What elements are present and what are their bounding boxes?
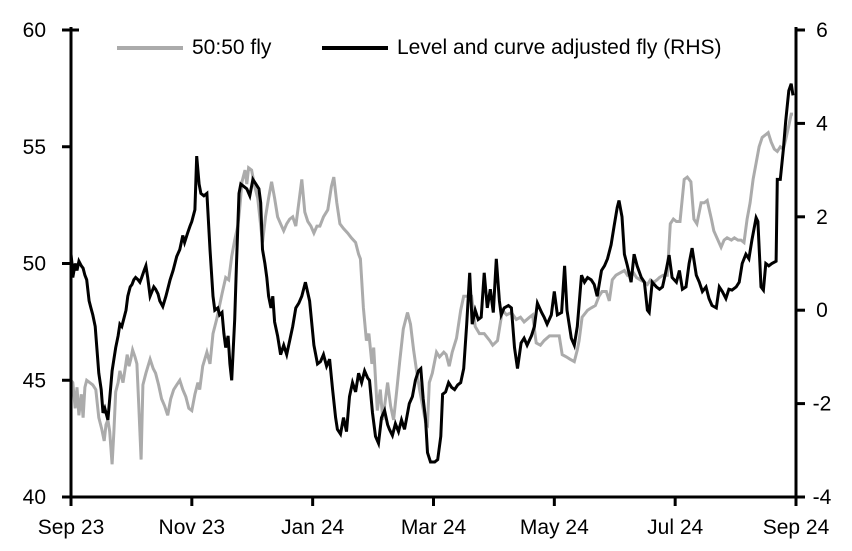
y-left-tick-label: 45 (23, 369, 46, 392)
y-left-tick-label: 40 (23, 486, 46, 509)
y-left-tick-label: 60 (23, 19, 46, 42)
series-line-5050-fly (69, 112, 793, 465)
y-left-tick-label: 55 (23, 136, 46, 159)
x-axis-tick-label: Jul 24 (647, 516, 703, 539)
x-axis-tick-label: Nov 23 (159, 516, 226, 539)
y-right-tick-label: -2 (813, 393, 832, 416)
x-axis-tick-label: Sep 24 (763, 516, 830, 539)
series-line-level-curve-adjusted-fly (69, 83, 795, 464)
y-right-tick-label: 2 (816, 206, 828, 229)
y-right-tick-label: -4 (813, 486, 832, 509)
x-axis-tick-label: May 24 (520, 516, 589, 539)
y-right-tick-label: 4 (816, 112, 828, 135)
y-right-tick-label: 6 (816, 19, 828, 42)
x-axis-tick-label: Mar 24 (401, 516, 467, 539)
x-axis-tick-label: Jan 24 (281, 516, 344, 539)
y-right-tick-label: 0 (816, 299, 828, 322)
y-left-tick-label: 50 (23, 253, 46, 276)
x-axis-tick-label: Sep 23 (38, 516, 105, 539)
